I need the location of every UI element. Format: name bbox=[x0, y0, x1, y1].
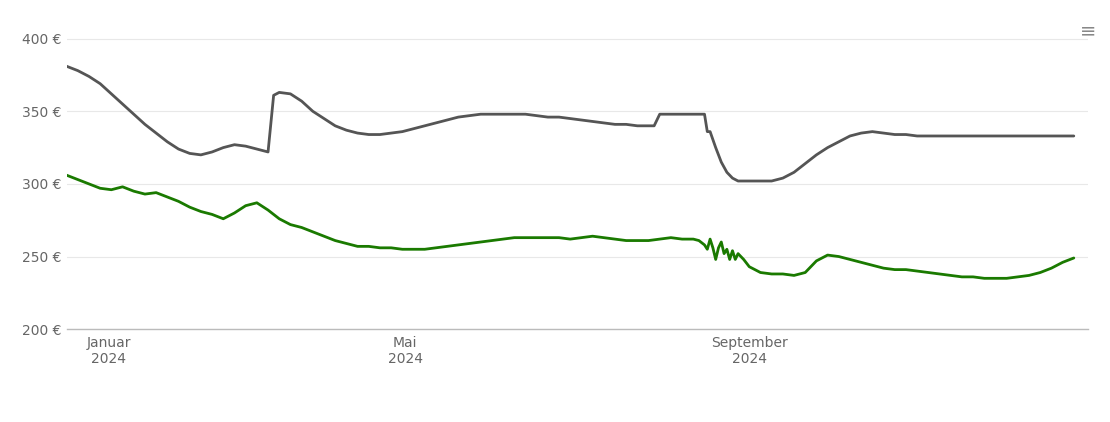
Text: ≡: ≡ bbox=[1080, 21, 1097, 40]
